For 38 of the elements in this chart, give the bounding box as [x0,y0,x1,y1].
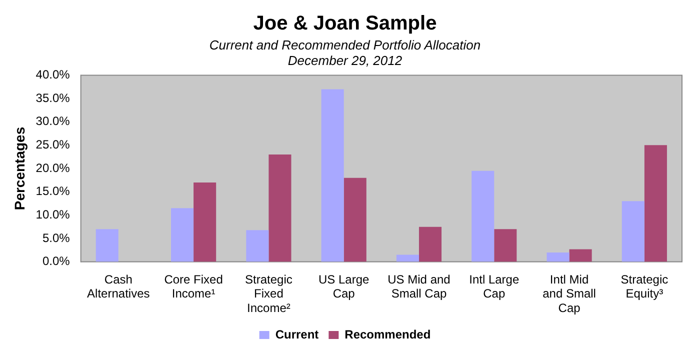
x-tick-label: US Mid and Small Cap [388,272,450,301]
y-tick-label: 30.0% [36,114,70,128]
y-tick-label: 15.0% [36,184,70,198]
bar [622,201,644,262]
y-tick-label: 25.0% [36,137,70,152]
bar [396,254,419,262]
bar [344,178,366,262]
bar [268,154,292,262]
bar [194,182,216,262]
x-tick-label: Intl Mid and Small Cap [542,272,596,316]
x-tick-label: US Large Cap [318,272,370,301]
legend-label: Recommended [344,327,431,342]
y-tick-label: 35.0% [36,90,70,105]
bar [546,252,570,262]
y-tick-label: 40.0% [36,68,70,82]
x-tick-label: Intl Large Cap [469,272,520,301]
bar [321,89,344,262]
x-tick-label: Strategic Fixed Income² [245,272,292,316]
y-tick-label: 20.0% [36,160,70,175]
legend-label: Current [275,327,319,342]
bar [418,226,442,262]
bar [569,249,592,262]
y-tick-label: 0.0% [42,254,70,268]
bar [644,145,667,262]
bar [246,230,269,262]
y-axis-title: Percentages [11,126,28,210]
y-tick-label: 5.0% [42,230,70,245]
bar [472,170,494,262]
y-tick-label: 10.0% [36,207,70,222]
chart-title: Joe & Joan Sample [253,12,437,35]
chart-subtitle: Current and Recommended Portfolio Allocation [209,37,481,52]
bar [96,229,118,262]
x-tick-label: Core Fixed Income¹ [164,272,223,301]
text: December 29, 2012 [288,53,403,68]
x-tick-label: Cash Alternatives [87,272,150,301]
bar [171,208,194,262]
bar [494,229,517,262]
x-tick-label: Strategic Equity³ [620,272,668,301]
